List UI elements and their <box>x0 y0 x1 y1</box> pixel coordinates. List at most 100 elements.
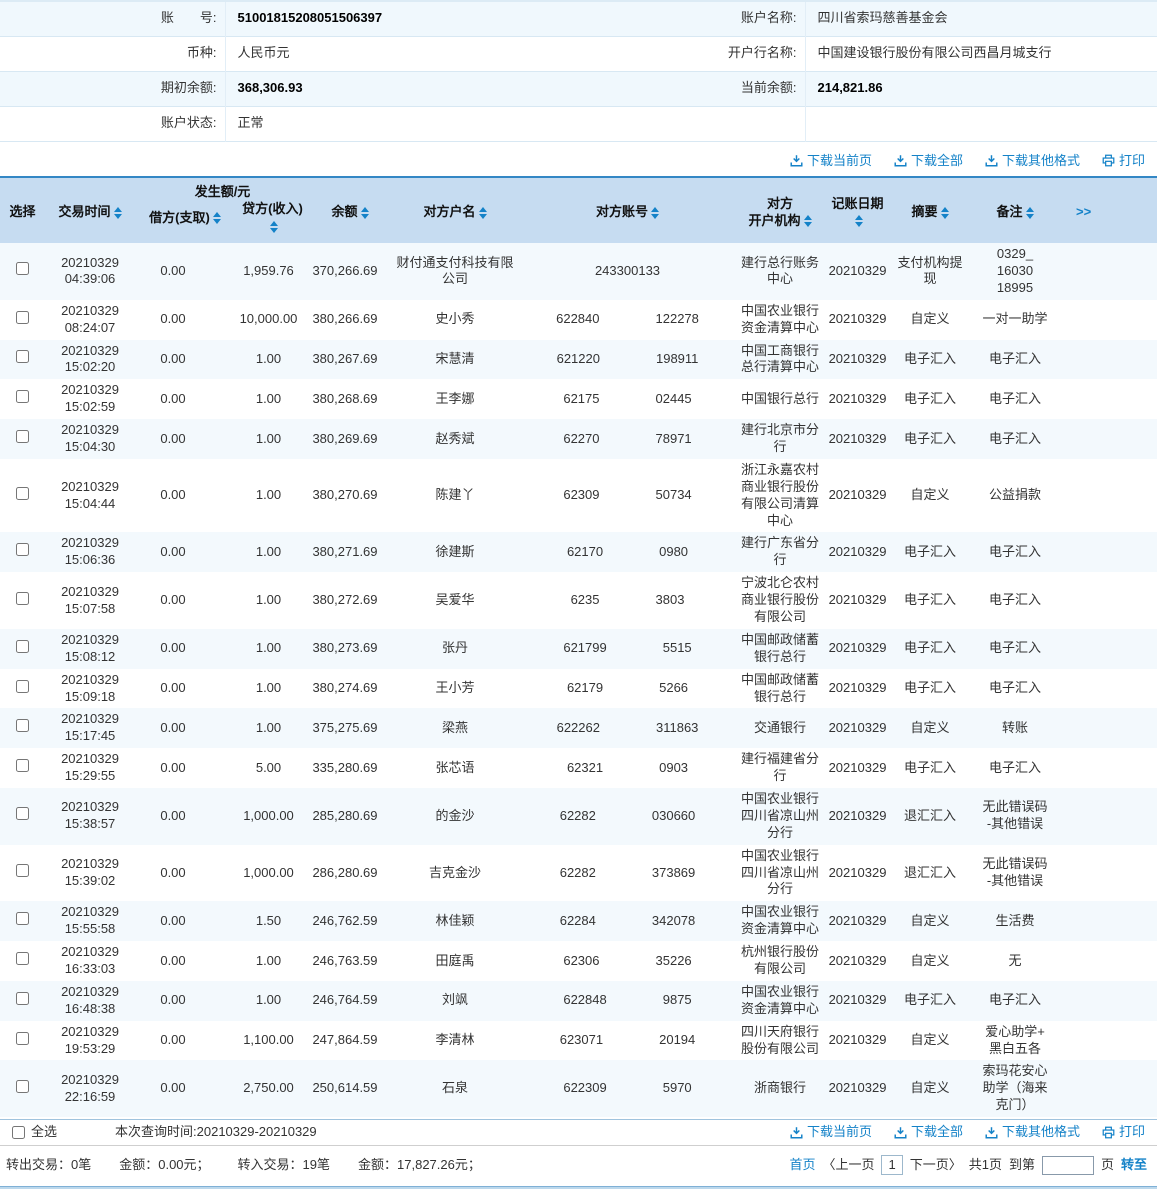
sort-icon[interactable] <box>113 206 122 219</box>
sort-icon[interactable] <box>270 220 278 233</box>
posting-date: 20210329 <box>828 992 887 1008</box>
row-checkbox[interactable] <box>16 591 29 605</box>
row-checkbox[interactable] <box>16 486 29 500</box>
debit-amount: 0.00 <box>160 912 186 928</box>
remark: 索玛花安心 助学（海来 克门） <box>982 1063 1048 1113</box>
counterparty-name: 吴爱华 <box>435 592 475 608</box>
balance: 380,267.69 <box>312 350 378 366</box>
row-filler-cell <box>1060 669 1157 709</box>
download-other-format-link[interactable]: 下载其他格式 <box>985 1124 1080 1141</box>
col-header-counterparty-name[interactable]: 对方户名 <box>390 176 520 244</box>
counterparty-name: 王李娜 <box>435 390 475 406</box>
remark: 爱心助学+ 黑白五各 <box>985 1023 1045 1056</box>
debit-amount: 0.00 <box>160 262 186 278</box>
remark: 无此错误码 -其他错误 <box>982 856 1048 888</box>
row-checkbox[interactable] <box>16 350 29 364</box>
next-page-button[interactable]: 下一页〉 <box>909 1156 962 1172</box>
col-header-balance[interactable]: 余额 <box>310 176 390 244</box>
row-checkbox[interactable] <box>16 991 29 1005</box>
row-select-cell <box>0 941 45 981</box>
summary: 支付机构提现 <box>897 254 963 287</box>
counterparty-bank: 浙江永嘉农村商业银行股份有限公司清算中心 <box>740 461 819 528</box>
select-all-checkbox[interactable] <box>12 1126 25 1140</box>
account-digits: 622848 <box>563 992 607 1008</box>
row-checkbox[interactable] <box>16 430 29 444</box>
sort-icon[interactable] <box>360 206 369 219</box>
sort-icon[interactable] <box>940 206 949 219</box>
summary: 自定义 <box>910 719 950 735</box>
download-current-page-link[interactable]: 下载当前页 <box>790 153 872 170</box>
transaction-row: 20210329 15:02:59 0.00 1.00 380,268.69 王李娜 62… <box>0 379 1157 419</box>
row-checkbox[interactable] <box>16 759 29 773</box>
counterparty-account: 62284 342078 <box>520 901 735 941</box>
summary: 电子汇入 <box>903 390 956 406</box>
print-link[interactable]: 打印 <box>1102 1124 1145 1141</box>
row-checkbox[interactable] <box>16 310 29 324</box>
row-checkbox[interactable] <box>16 864 29 878</box>
remark: 电子汇入 <box>988 390 1041 406</box>
print-link[interactable]: 打印 <box>1102 153 1145 170</box>
transaction-time: 20210329 15:29:55 <box>61 751 119 784</box>
outgoing-amount: 金额：0.00元； <box>119 1156 210 1172</box>
counterparty-name: 田庭禹 <box>435 952 475 968</box>
row-checkbox[interactable] <box>16 679 29 693</box>
col-header-time[interactable]: 交易时间 <box>45 176 135 244</box>
col-header-counterparty-account[interactable]: 对方账号 <box>520 176 735 244</box>
remark: 电子汇入 <box>988 680 1041 696</box>
row-checkbox[interactable] <box>16 807 29 821</box>
posting-date: 20210329 <box>828 912 887 928</box>
credit-amount: 1.00 <box>255 592 282 608</box>
row-checkbox[interactable] <box>16 719 29 733</box>
row-checkbox[interactable] <box>16 543 29 557</box>
bank-branch-value: 中国建设银行股份有限公司西昌月城支行 <box>804 36 1157 71</box>
row-checkbox[interactable] <box>16 912 29 926</box>
counterparty-name: 石泉 <box>441 1080 468 1096</box>
counterparty-name: 赵秀斌 <box>435 430 475 446</box>
posting-date: 20210329 <box>828 807 887 823</box>
row-checkbox[interactable] <box>16 390 29 404</box>
balance: 335,280.69 <box>312 759 378 775</box>
counterparty-bank: 中国农业银行资金清算中心 <box>740 302 819 335</box>
col-header-credit[interactable]: 贷方(收入) <box>235 201 310 243</box>
counterparty-name: 财付通支付科技有限公司 <box>396 254 514 287</box>
download-all-link[interactable]: 下载全部 <box>894 1124 963 1141</box>
row-checkbox[interactable] <box>16 639 29 653</box>
col-header-debit[interactable]: 借方(支取) <box>135 201 235 243</box>
sort-icon[interactable] <box>1025 206 1034 219</box>
row-select-cell <box>0 419 45 459</box>
transaction-time: 20210329 15:06:36 <box>61 535 119 568</box>
col-header-posting-date[interactable]: 记账日期 <box>825 176 890 244</box>
row-checkbox[interactable] <box>16 262 29 276</box>
col-header-summary[interactable]: 摘要 <box>890 176 970 244</box>
goto-page-input[interactable] <box>1041 1155 1094 1175</box>
first-page-link[interactable]: 首页 <box>789 1156 816 1172</box>
download-other-format-link[interactable]: 下载其他格式 <box>985 153 1080 170</box>
account-digits: 622309 <box>563 1080 607 1096</box>
row-checkbox[interactable] <box>16 1031 29 1045</box>
sort-icon[interactable] <box>803 215 812 228</box>
download-all-link[interactable]: 下载全部 <box>894 153 963 170</box>
counterparty-account: 62179 5266 <box>520 669 735 709</box>
select-all[interactable]: 全选 <box>12 1124 57 1141</box>
col-header-amount-group: 发生额/元 <box>135 176 310 202</box>
download-icon <box>790 155 803 167</box>
sort-icon[interactable] <box>212 212 221 225</box>
credit-amount: 1.00 <box>255 430 282 446</box>
sort-icon[interactable] <box>478 206 487 219</box>
row-checkbox[interactable] <box>16 952 29 966</box>
bank-branch-label: 开户行名称: <box>727 45 797 61</box>
toolbar-bottom: 下载当前页 下载全部 下载其他格式 打印 <box>790 1124 1157 1141</box>
col-header-remark[interactable]: 备注 <box>970 176 1060 244</box>
col-header-counterparty-bank[interactable]: 对方 开户机构 <box>735 176 825 244</box>
goto-page-link[interactable]: 转至 <box>1120 1156 1147 1172</box>
row-select-cell <box>0 572 45 629</box>
sort-icon[interactable] <box>651 206 659 219</box>
sort-icon[interactable] <box>855 215 863 228</box>
row-checkbox[interactable] <box>16 1079 29 1093</box>
summary: 自定义 <box>910 952 950 968</box>
expand-columns-button[interactable]: >> <box>1060 176 1157 244</box>
prev-page-button[interactable]: 〈上一页 <box>822 1156 875 1172</box>
account-name-label: 账户名称: <box>740 10 797 26</box>
download-current-page-link[interactable]: 下载当前页 <box>790 1124 872 1141</box>
